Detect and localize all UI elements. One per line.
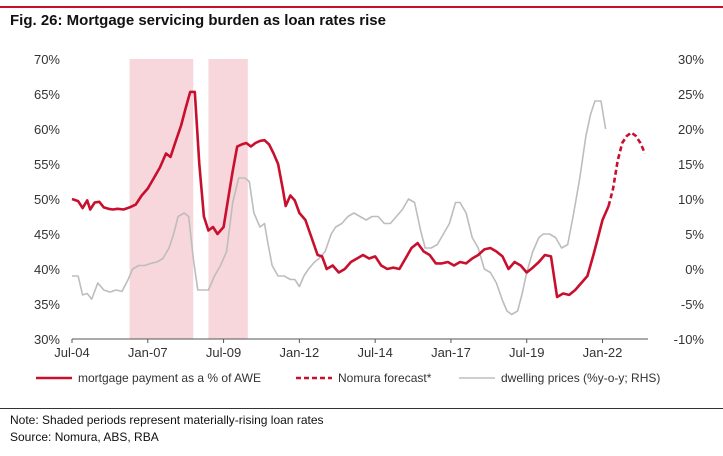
y-left-tick-label: 55% <box>34 157 60 172</box>
y-right-tick-label: 25% <box>678 87 704 102</box>
y-right-tick-label: 15% <box>678 157 704 172</box>
x-tick-label: Jan-17 <box>431 345 471 360</box>
legend-label: mortgage payment as a % of AWE <box>78 371 261 385</box>
y-left-tick-label: 60% <box>34 122 60 137</box>
y-right-tick-label: -10% <box>674 332 705 347</box>
top-rule <box>0 6 723 8</box>
footnotes: Note: Shaded periods represent materiall… <box>10 412 324 446</box>
y-left-tick-label: 65% <box>34 87 60 102</box>
chart-canvas: Jul-04 Jan-07 Jul-09 Jan-12 Jul-14 Jan-17 Jul-… <box>34 52 705 385</box>
y-right-tick-label: 0% <box>685 262 704 277</box>
legend-label: Nomura forecast* <box>338 371 432 385</box>
chart-title: Fig. 26: Mortgage servicing burden as lo… <box>10 12 386 29</box>
x-tick-label: Jul-14 <box>357 345 392 360</box>
y-left-tick-label: 45% <box>34 227 60 242</box>
series-line-mortgage-payment <box>71 90 610 299</box>
y-left-tick-label: 40% <box>34 262 60 277</box>
y-left-tick-label: 35% <box>34 297 60 312</box>
y-right-tick-label: 5% <box>685 227 704 242</box>
series-line-nomura-forecast <box>607 131 647 207</box>
y-left-tick-label: 70% <box>34 52 60 67</box>
legend-label: dwelling prices (%y-o-y; RHS) <box>501 371 660 385</box>
x-tick-label: Jan-07 <box>128 345 168 360</box>
bottom-rule <box>0 408 723 409</box>
chart-source: Source: Nomura, ABS, RBA <box>10 430 159 444</box>
x-tick-label: Jan-22 <box>583 345 623 360</box>
x-tick-label: Jul-09 <box>206 345 241 360</box>
x-tick-label: Jan-12 <box>279 345 319 360</box>
y-left-tick-label: 30% <box>34 332 60 347</box>
y-left-tick-label: 50% <box>34 192 60 207</box>
y-right-tick-label: 10% <box>678 192 704 207</box>
chart-note: Note: Shaded periods represent materiall… <box>10 413 324 427</box>
y-right-tick-label: 20% <box>678 122 704 137</box>
x-tick-label: Jul-19 <box>509 345 544 360</box>
y-right-tick-label: 30% <box>678 52 704 67</box>
y-right-tick-label: -5% <box>681 297 705 312</box>
x-tick-label: Jul-04 <box>54 345 89 360</box>
series-line-dwelling-prices <box>72 100 607 316</box>
